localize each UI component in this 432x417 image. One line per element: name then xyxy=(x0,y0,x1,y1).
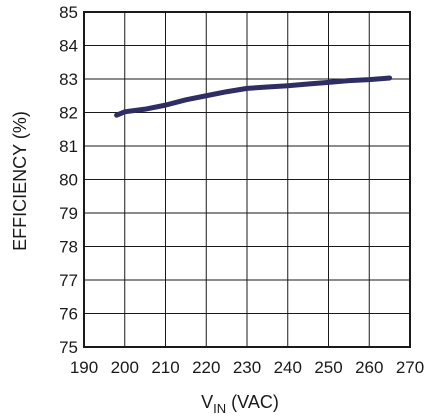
x-tick-label: 190 xyxy=(70,358,98,377)
x-tick-label: 270 xyxy=(396,358,424,377)
x-tick-label: 250 xyxy=(314,358,342,377)
y-tick-label: 81 xyxy=(59,137,78,156)
x-tick-label: 240 xyxy=(274,358,302,377)
y-tick-label: 83 xyxy=(59,70,78,89)
x-axis-label-unit: (VAC) xyxy=(226,392,279,412)
x-axis-label-main: V xyxy=(201,392,213,412)
grid xyxy=(83,11,411,348)
x-tick-labels: 190 200 210 220 230 240 250 260 270 xyxy=(70,358,424,377)
y-axis-label: EFFICIENCY (%) xyxy=(10,111,30,251)
plot-frame xyxy=(83,11,411,348)
x-tick-label: 230 xyxy=(233,358,261,377)
x-tick-label: 200 xyxy=(111,358,139,377)
series-layer xyxy=(114,75,393,118)
y-tick-label: 78 xyxy=(59,238,78,257)
x-tick-label: 210 xyxy=(151,358,179,377)
x-tick-label: 220 xyxy=(192,358,220,377)
y-tick-label: 84 xyxy=(59,37,78,56)
y-tick-label: 76 xyxy=(59,305,78,324)
efficiency-line xyxy=(114,75,393,118)
y-tick-label: 77 xyxy=(59,271,78,290)
y-tick-label: 79 xyxy=(59,204,78,223)
y-tick-label: 82 xyxy=(59,104,78,123)
x-axis-label: VIN (VAC) xyxy=(201,392,279,416)
y-tick-labels: 75 76 77 78 79 80 81 82 83 84 85 xyxy=(59,3,78,357)
y-tick-label: 80 xyxy=(59,171,78,190)
x-tick-label: 260 xyxy=(355,358,383,377)
y-tick-label: 85 xyxy=(59,3,78,22)
y-tick-label: 75 xyxy=(59,338,78,357)
x-axis-label-sub: IN xyxy=(213,401,226,416)
